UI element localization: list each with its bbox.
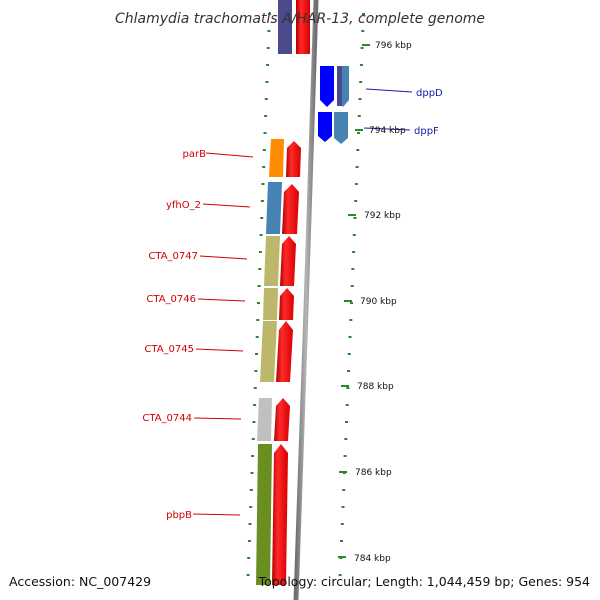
tick-label-786: 786 kbp — [355, 468, 392, 478]
gene-parB — [269, 139, 284, 177]
reverse-strand-dotted-ruler — [246, 13, 271, 576]
leader-CTA_0747 — [199, 255, 248, 260]
leader-dppD — [365, 88, 413, 93]
gene-yfhO_2 — [266, 182, 282, 234]
reverse-genes — [256, 139, 284, 585]
tick-label-788: 788 kbp — [357, 382, 394, 392]
forward-genes — [318, 66, 349, 144]
label-parB: parB — [183, 149, 207, 160]
label-yfhO_2: yfhO_2 — [166, 200, 201, 211]
leader-yfhO_2 — [202, 203, 251, 208]
cds-CTA_0747 — [280, 236, 296, 286]
cds-CTA_0746 — [279, 288, 294, 320]
label-CTA_0744: CTA_0744 — [142, 413, 192, 424]
kbp-scale: 796 kbp 794 kbp 792 kbp 790 kbp 788 kbp … — [338, 41, 412, 564]
accession-text: Accession: NC_007429 — [9, 574, 151, 589]
genome-summary-text: Topology: circular; Length: 1,044,459 bp… — [258, 574, 590, 589]
leader-CTA_0746 — [197, 298, 246, 302]
tick-label-794: 794 kbp — [369, 126, 406, 136]
label-pbpB: pbpB — [166, 510, 192, 521]
label-CTA_0745: CTA_0745 — [144, 344, 194, 355]
partial-cds-top-left — [296, 0, 310, 54]
gene-CTA_0744 — [257, 398, 272, 441]
label-dppF: dppF — [414, 126, 439, 137]
gene-pbpB — [256, 444, 272, 585]
tick-label-796: 796 kbp — [375, 41, 412, 51]
cds-CTA_0745 — [276, 321, 293, 382]
map-title: Chlamydia trachomatis A/HAR-13, complete… — [115, 11, 485, 27]
gene-dppD-b — [318, 112, 332, 142]
cds-pbpB — [272, 444, 288, 585]
cds-parB — [286, 141, 301, 177]
gene-CTA_0746 — [263, 288, 278, 320]
gene-dppD-a — [320, 66, 334, 107]
gene-forward-dark — [337, 66, 342, 106]
gene-CTA_0747 — [264, 236, 280, 286]
leader-pbpB — [192, 513, 241, 516]
genome-backbone — [293, 0, 319, 600]
leader-lines — [192, 88, 413, 516]
label-CTA_0747: CTA_0747 — [148, 251, 198, 262]
cds-arrows — [272, 141, 301, 585]
tick-label-792: 792 kbp — [364, 211, 401, 221]
leader-CTA_0744 — [193, 417, 242, 420]
tick-label-784: 784 kbp — [354, 554, 391, 564]
label-CTA_0746: CTA_0746 — [146, 294, 196, 305]
leader-dppF — [363, 127, 411, 131]
partial-genes-top — [278, 0, 310, 54]
gene-dppF-b — [334, 112, 348, 144]
leader-CTA_0745 — [195, 348, 244, 352]
tick-label-790: 790 kbp — [360, 297, 397, 307]
cds-CTA_0744 — [274, 398, 290, 441]
leader-parB — [205, 152, 254, 158]
gene-CTA_0745 — [260, 321, 277, 382]
gene-labels: parB yfhO_2 CTA_0747 CTA_0746 CTA_0745 C… — [142, 88, 443, 521]
cds-yfhO_2 — [282, 184, 299, 234]
partial-gene-top-left — [278, 0, 292, 54]
label-dppD: dppD — [416, 88, 443, 99]
